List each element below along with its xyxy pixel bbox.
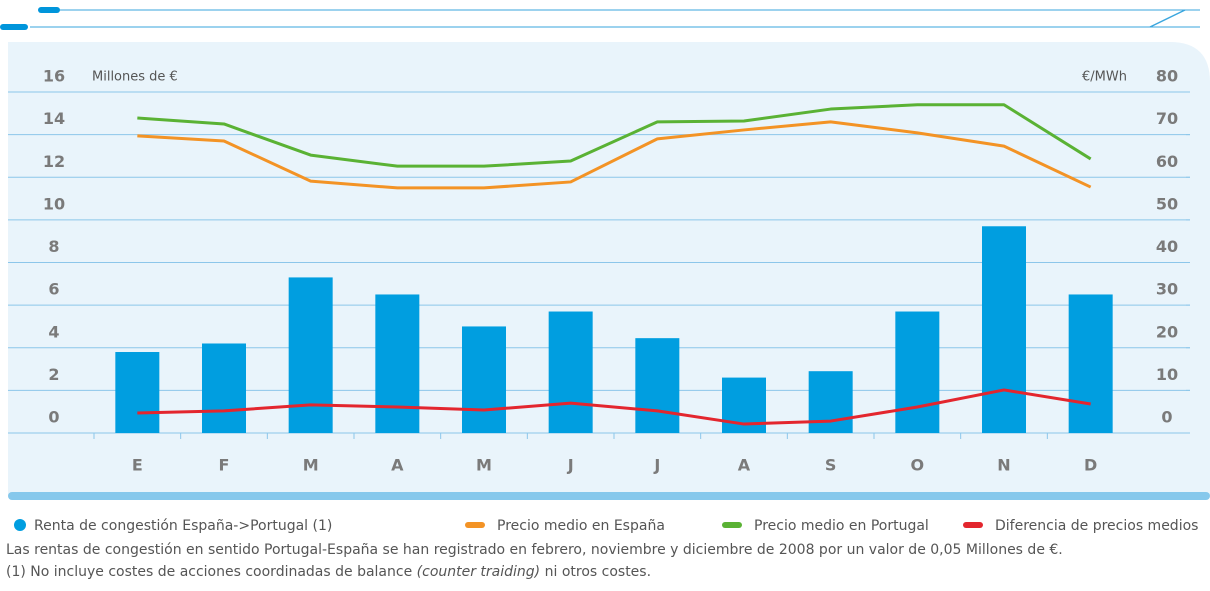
y2-tick-label: 60 <box>1156 152 1178 171</box>
bar <box>982 226 1026 433</box>
y2-tick-label: 70 <box>1156 109 1178 128</box>
line <box>137 103 1092 168</box>
bar <box>548 311 593 433</box>
top-pill <box>0 24 28 30</box>
y2-tick-label: 30 <box>1156 280 1178 299</box>
legend-label: Precio medio en España <box>497 518 665 534</box>
bar <box>895 311 940 433</box>
legend-label: Renta de congestión España->Portugal (1) <box>34 518 332 534</box>
y-tick-label: 6 <box>48 280 59 299</box>
bar <box>375 294 420 433</box>
bar <box>288 277 333 433</box>
bar <box>115 352 160 433</box>
y2-tick-label: 50 <box>1156 194 1178 213</box>
y2-tick-label: 20 <box>1156 322 1178 341</box>
bar <box>1068 294 1113 433</box>
bar <box>462 326 506 433</box>
y2-tick-label: 40 <box>1156 237 1178 256</box>
legend-label: Precio medio en Portugal <box>754 518 929 534</box>
x-tick-label: O <box>911 456 925 475</box>
y2-tick-label: 10 <box>1156 365 1178 384</box>
note-text: (1) No incluye costes de acciones coordi… <box>6 564 417 580</box>
line <box>137 120 1092 190</box>
x-tick-label: S <box>825 456 837 475</box>
legend-swatch <box>963 522 983 528</box>
x-tick-label: M <box>476 456 492 475</box>
line <box>137 388 1091 426</box>
top-rule <box>1149 9 1186 28</box>
x-tick-label: F <box>219 456 230 475</box>
y-axis-label: Millones de € <box>92 70 178 85</box>
y-tick-label: 14 <box>43 109 65 128</box>
bar <box>202 343 246 433</box>
y-tick-label: 0 <box>48 408 59 427</box>
y2-tick-label: 80 <box>1156 67 1178 86</box>
y-tick-label: 12 <box>43 152 65 171</box>
y2-tick-label: 0 <box>1161 408 1172 427</box>
note-italic: (counter traiding) <box>417 564 541 580</box>
x-tick-label: J <box>567 456 574 475</box>
plot-panel <box>8 42 1210 495</box>
x-tick-label: J <box>653 456 660 475</box>
note: Las rentas de congestión en sentido Port… <box>6 542 1063 558</box>
bar <box>808 371 853 433</box>
bar <box>635 338 680 433</box>
legend-swatch <box>722 522 742 528</box>
y-tick-label: 4 <box>48 322 59 341</box>
note: (1) No incluye costes de acciones coordi… <box>6 564 651 580</box>
x-tick-label: M <box>303 456 319 475</box>
y-tick-label: 10 <box>43 194 65 213</box>
y-tick-label: 2 <box>48 365 59 384</box>
x-tick-label: A <box>391 456 404 475</box>
legend-label: Diferencia de precios medios <box>995 518 1198 534</box>
bottom-band <box>8 492 1210 500</box>
x-tick-label: N <box>997 456 1010 475</box>
legend-swatch <box>465 522 485 528</box>
y-tick-label: 8 <box>48 237 59 256</box>
note-text: ni otros costes. <box>540 564 651 580</box>
y-tick-label: 16 <box>43 67 65 86</box>
x-tick-label: E <box>132 456 143 475</box>
x-tick-label: A <box>738 456 751 475</box>
legend-swatch <box>14 519 26 531</box>
top-pill <box>38 7 60 13</box>
y2-axis-label: €/MWh <box>1082 70 1127 85</box>
x-tick-label: D <box>1084 456 1097 475</box>
